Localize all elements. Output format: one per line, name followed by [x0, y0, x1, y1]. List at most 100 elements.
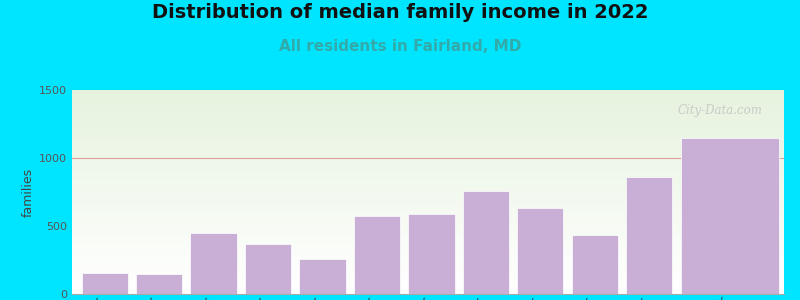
Bar [72, 256, 784, 257]
Bar [72, 136, 784, 137]
Bar [72, 229, 784, 230]
Text: Distribution of median family income in 2022: Distribution of median family income in … [152, 3, 648, 22]
Bar [72, 248, 784, 249]
Bar [72, 282, 784, 283]
Bar [72, 98, 784, 99]
Bar [72, 252, 784, 253]
Bar [72, 279, 784, 280]
Text: All residents in Fairland, MD: All residents in Fairland, MD [279, 39, 521, 54]
Bar [354, 217, 400, 294]
Bar [72, 183, 784, 184]
Bar [72, 223, 784, 224]
Bar [136, 274, 182, 294]
Bar [72, 103, 784, 104]
Bar [72, 142, 784, 143]
Bar [72, 234, 784, 235]
Bar [72, 260, 784, 261]
Bar [72, 95, 784, 96]
Bar [72, 123, 784, 124]
Bar [72, 254, 784, 255]
Bar [72, 240, 784, 241]
Bar [72, 180, 784, 181]
Bar [72, 235, 784, 236]
Bar [72, 154, 784, 155]
Bar [72, 144, 784, 145]
Bar [72, 157, 784, 158]
Bar [72, 149, 784, 150]
Bar [408, 214, 454, 294]
Bar [72, 290, 784, 291]
Bar [72, 194, 784, 195]
Bar [72, 272, 784, 273]
Bar [72, 141, 784, 142]
Bar [72, 129, 784, 130]
Bar [72, 128, 784, 129]
Bar [72, 147, 784, 148]
Bar [72, 110, 784, 111]
Bar [72, 162, 784, 164]
Bar [72, 159, 784, 160]
Bar [72, 191, 784, 192]
Bar [72, 132, 784, 133]
Bar [72, 292, 784, 293]
Bar [72, 107, 784, 108]
Bar [72, 111, 784, 112]
Bar [72, 151, 784, 152]
Bar [72, 213, 784, 214]
Bar [72, 195, 784, 196]
Bar [72, 192, 784, 193]
Bar [72, 198, 784, 199]
Bar [72, 106, 784, 107]
Bar [245, 244, 291, 294]
Bar [72, 257, 784, 258]
Bar [299, 259, 346, 294]
Bar [72, 187, 784, 188]
Bar [72, 247, 784, 248]
Bar [72, 171, 784, 172]
Bar [72, 146, 784, 147]
Bar [72, 184, 784, 185]
Bar [72, 281, 784, 282]
Bar [72, 101, 784, 102]
Bar [72, 278, 784, 279]
Bar [72, 232, 784, 233]
Bar [72, 177, 784, 178]
Bar [72, 222, 784, 223]
Bar [72, 255, 784, 256]
Bar [72, 209, 784, 210]
Bar [72, 105, 784, 106]
Bar [72, 287, 784, 288]
Bar [72, 200, 784, 201]
Bar [72, 116, 784, 118]
Bar [72, 152, 784, 153]
Bar [72, 204, 784, 205]
Bar [72, 125, 784, 126]
Bar [72, 269, 784, 271]
Bar [72, 206, 784, 207]
Bar [72, 258, 784, 259]
Bar [72, 122, 784, 123]
Bar [72, 214, 784, 215]
Bar [72, 176, 784, 177]
Bar [72, 225, 784, 226]
Bar [72, 264, 784, 266]
Bar [72, 120, 784, 121]
Bar [72, 130, 784, 131]
Bar [72, 228, 784, 229]
Bar [72, 175, 784, 176]
Bar [72, 196, 784, 197]
Bar [72, 126, 784, 127]
Bar [72, 179, 784, 180]
Bar [72, 218, 784, 220]
Bar [72, 239, 784, 240]
Bar [72, 186, 784, 187]
Bar [72, 174, 784, 175]
Bar [72, 285, 784, 286]
Bar [72, 199, 784, 200]
Bar [72, 124, 784, 125]
Bar [72, 138, 784, 139]
Bar [72, 291, 784, 292]
Bar [190, 233, 237, 294]
Bar [72, 208, 784, 209]
Bar [72, 161, 784, 162]
